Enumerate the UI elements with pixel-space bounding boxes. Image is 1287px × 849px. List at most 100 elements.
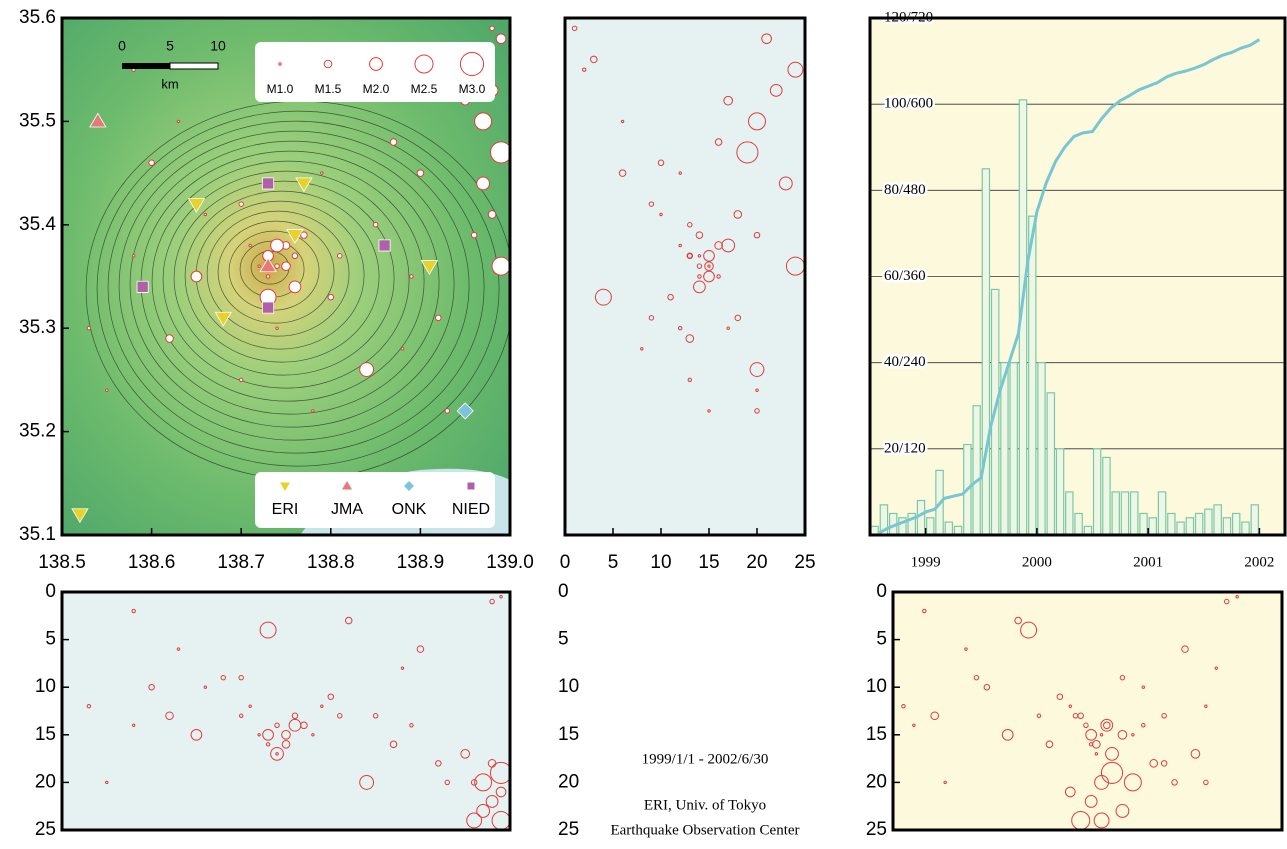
scale-bar-white bbox=[170, 63, 218, 69]
earthquake bbox=[301, 232, 308, 239]
earthquake bbox=[488, 211, 496, 219]
earthquake bbox=[445, 409, 449, 413]
y-tick-label: 35.5 bbox=[19, 110, 56, 131]
y-tick-label: 20/120 bbox=[884, 440, 926, 456]
y-tick-label: 35.4 bbox=[19, 214, 56, 235]
earthquake bbox=[410, 275, 413, 278]
histogram-bar bbox=[1177, 522, 1184, 535]
earthquake bbox=[436, 315, 442, 321]
histogram-bar bbox=[1214, 505, 1221, 535]
histogram-bar bbox=[1140, 513, 1147, 535]
y-tick-label: 60/360 bbox=[884, 268, 926, 284]
earthquake bbox=[338, 254, 342, 258]
panel-background bbox=[565, 18, 805, 535]
y-tick-label: 40/240 bbox=[884, 354, 926, 370]
x-tick-label: 10 bbox=[650, 552, 671, 573]
histogram-bar bbox=[1131, 492, 1138, 535]
y-tick-label: 15 bbox=[35, 724, 56, 745]
histogram-bar bbox=[1056, 449, 1063, 535]
x-tick-label: 138.9 bbox=[397, 552, 445, 573]
histogram-bar bbox=[1010, 363, 1017, 535]
institution-note: ERI, Univ. of Tokyo bbox=[644, 797, 766, 813]
x-tick-label: 2000 bbox=[1022, 554, 1052, 570]
station bbox=[262, 178, 273, 189]
x-tick-label: 15 bbox=[698, 552, 719, 573]
earthquake bbox=[276, 327, 278, 329]
legend-symbol bbox=[468, 483, 475, 490]
histogram-bar bbox=[1103, 457, 1110, 535]
histogram-bar bbox=[917, 501, 924, 535]
legend-label: M2.5 bbox=[411, 82, 438, 96]
station bbox=[379, 240, 390, 251]
earthquake bbox=[204, 213, 206, 215]
panel: 199920002001200220/12040/24060/36080/480… bbox=[870, 9, 1285, 570]
y-tick-label: 0 bbox=[45, 581, 56, 602]
y-tick-label: 35.1 bbox=[19, 524, 56, 545]
histogram-bar bbox=[1066, 492, 1073, 535]
x-tick-label: 138.5 bbox=[38, 552, 86, 573]
panel: 00551010151520202525 bbox=[35, 581, 579, 840]
y-tick-label: 5 bbox=[45, 629, 56, 650]
histogram-bar bbox=[1075, 513, 1082, 535]
earthquake bbox=[490, 142, 511, 163]
y-tick-label: 15 bbox=[866, 724, 887, 745]
panel: 0510152025 bbox=[866, 581, 1282, 840]
y-tick-label: 20 bbox=[866, 771, 887, 792]
earthquake bbox=[275, 264, 279, 268]
scale-unit: km bbox=[161, 76, 178, 91]
earthquake bbox=[132, 255, 134, 257]
earthquake bbox=[166, 335, 174, 343]
y-tick-label: 25 bbox=[866, 819, 887, 840]
y-tick-label: 5 bbox=[558, 629, 569, 650]
histogram-bar bbox=[1242, 522, 1249, 535]
earthquake bbox=[239, 202, 243, 206]
earthquake bbox=[475, 113, 492, 130]
legend-label: M1.0 bbox=[267, 82, 294, 96]
station bbox=[137, 281, 148, 292]
y-tick-label: 10 bbox=[866, 676, 887, 697]
earthquake bbox=[282, 262, 291, 271]
x-tick-label: 25 bbox=[794, 552, 815, 573]
histogram-bar bbox=[973, 406, 980, 535]
x-tick-label: 5 bbox=[608, 552, 619, 573]
x-tick-label: 138.6 bbox=[128, 552, 176, 573]
legend-label: M2.0 bbox=[363, 82, 390, 96]
earthquake bbox=[312, 410, 314, 412]
legend-label: NIED bbox=[452, 501, 490, 518]
y-tick-label: 80/480 bbox=[884, 182, 926, 198]
y-tick-label: 20 bbox=[558, 771, 579, 792]
y-tick-label: 15 bbox=[558, 724, 579, 745]
earthquake bbox=[258, 265, 260, 267]
y-tick-label: 100/600 bbox=[884, 96, 933, 112]
station-legend-box bbox=[255, 472, 495, 528]
legend-label: ONK bbox=[392, 501, 427, 518]
y-tick-label: 25 bbox=[35, 819, 56, 840]
histogram-bar bbox=[927, 518, 934, 535]
legend-label: ERI bbox=[272, 501, 299, 518]
histogram-bar bbox=[1196, 513, 1203, 535]
earthquake bbox=[360, 363, 374, 377]
histogram-bar bbox=[1233, 513, 1240, 535]
earthquake bbox=[417, 170, 424, 177]
histogram-bar bbox=[982, 169, 989, 535]
period-note: 1999/1/1 - 2002/6/30 bbox=[642, 751, 769, 767]
histogram-bar bbox=[1038, 363, 1045, 535]
earthquake bbox=[471, 232, 477, 238]
x-tick-label: 20 bbox=[746, 552, 767, 573]
scale-label: 5 bbox=[166, 38, 174, 54]
y-tick-label: 5 bbox=[876, 629, 887, 650]
earthquake bbox=[292, 253, 298, 259]
earthquake bbox=[149, 160, 155, 166]
earthquake bbox=[490, 26, 494, 30]
y-tick-label: 35.3 bbox=[19, 317, 56, 338]
center-note: Earthquake Observation Center bbox=[610, 822, 799, 838]
y-tick-label: 25 bbox=[558, 819, 579, 840]
histogram-bar bbox=[1158, 492, 1165, 535]
earthquake bbox=[249, 244, 251, 246]
x-tick-label: 139.0 bbox=[486, 552, 534, 573]
histogram-bar bbox=[1121, 492, 1128, 535]
scale-bar-black bbox=[122, 63, 170, 69]
histogram-bar bbox=[1223, 518, 1230, 535]
histogram-bar bbox=[1112, 492, 1119, 535]
y-tick-label: 35.2 bbox=[19, 421, 56, 442]
